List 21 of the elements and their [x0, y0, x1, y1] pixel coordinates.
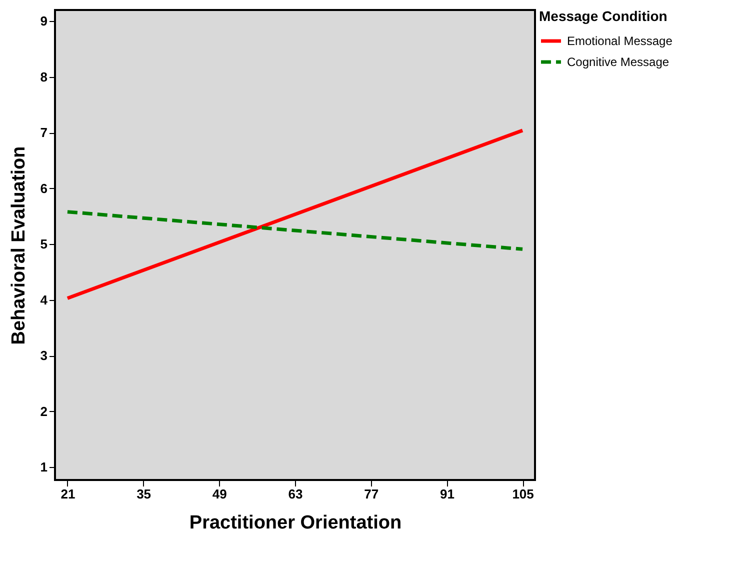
- y-tick-label: 9: [40, 14, 48, 29]
- legend-label: Cognitive Message: [567, 55, 670, 69]
- x-tick-label: 63: [288, 486, 303, 502]
- y-tick-label: 6: [40, 180, 48, 196]
- y-tick-label: 2: [40, 404, 48, 419]
- y-tick-label: 4: [40, 292, 48, 308]
- x-tick-label: 35: [136, 486, 152, 502]
- x-tick-label: 105: [512, 486, 534, 502]
- x-tick-label: 91: [440, 486, 454, 502]
- legend-label: Emotional Message: [567, 34, 673, 48]
- y-tick-label: 8: [40, 69, 48, 84]
- y-tick-label: 1: [40, 460, 48, 475]
- y-tick-label: 3: [40, 348, 48, 364]
- x-tick-label: 77: [364, 486, 379, 502]
- legend-title: Message Condition: [539, 8, 668, 24]
- y-axis-title: Behavioral Evaluation: [8, 146, 30, 345]
- x-tick-label: 49: [212, 486, 227, 502]
- x-axis-title: Practitioner Orientation: [189, 512, 402, 534]
- y-tick-label: 7: [40, 125, 48, 140]
- y-tick-label: 5: [40, 236, 48, 252]
- x-tick-label: 21: [60, 486, 76, 502]
